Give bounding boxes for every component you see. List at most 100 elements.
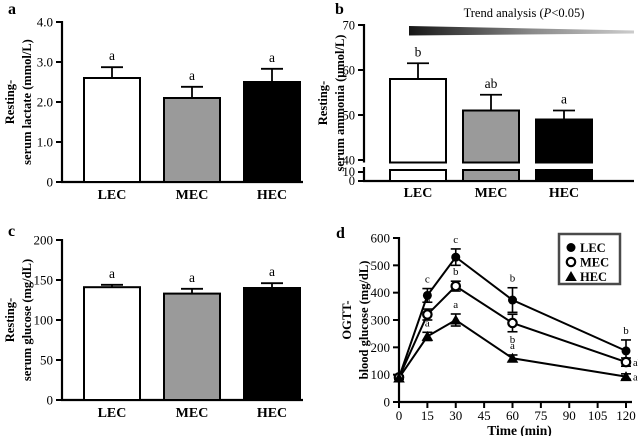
- y-tick-label: 0: [384, 395, 391, 410]
- x-tick-label: 120: [616, 408, 636, 423]
- bar-MEC: [163, 97, 221, 183]
- panel-d: d 0 100 200 300 400 500 600 0 15 30 45 60 75 90 105 120…: [319, 218, 638, 436]
- bar-LEC-lower: [389, 169, 447, 182]
- category-label: MEC: [176, 406, 209, 421]
- x-tick-label: 60: [506, 408, 519, 423]
- y-tick-label: 100: [371, 367, 391, 382]
- significance-label: a: [269, 264, 275, 279]
- panel-c: c 0 50 100 150 200 a LEC a MEC a HEC Resting-serum …: [0, 218, 319, 436]
- significance-label: ab: [485, 76, 498, 91]
- point-LEC: [422, 290, 432, 300]
- y-tick-label: 150: [34, 273, 54, 288]
- legend-marker-MEC: [565, 256, 577, 268]
- bar-HEC: [243, 287, 301, 401]
- resting-serum-lactate-bar-chart: 0 1.0 2.0 3.0 4.0 a LEC a MEC a HEC Resting-serum l…: [3, 15, 303, 203]
- point-HEC: [393, 372, 405, 383]
- y-tick-label: 2.0: [37, 95, 53, 110]
- trend-gradient-bar: [409, 26, 634, 36]
- y-tick-label: 0: [349, 174, 355, 188]
- bar-LEC: [83, 286, 141, 401]
- y-axis-title-line2: blood glucose (mg/dL): [357, 261, 371, 380]
- y-axis-title-line2: serum lactate (mmol/L): [20, 39, 34, 165]
- y-tick-label: 4.0: [37, 15, 53, 30]
- y-tick-label: 200: [371, 340, 391, 355]
- significance-label: b: [510, 273, 516, 285]
- y-axis-title-line1: Resting-: [316, 81, 330, 125]
- significance-label: a: [269, 50, 275, 65]
- significance-label: b: [425, 294, 431, 306]
- y-axis-title-line1: Resting-: [3, 298, 17, 342]
- legend-label-HEC: HEC: [580, 270, 607, 284]
- significance-label: a: [633, 373, 638, 384]
- y-tick-label: 400: [371, 285, 391, 300]
- point-MEC: [507, 317, 518, 329]
- legend-marker-HEC: [565, 271, 577, 281]
- point-MEC: [620, 356, 632, 368]
- significance-label: b: [415, 44, 422, 59]
- category-label: MEC: [475, 186, 508, 201]
- significance-label: a: [510, 340, 515, 352]
- point-HEC: [620, 371, 632, 382]
- x-tick-label: 90: [563, 408, 576, 423]
- legend-label-MEC: MEC: [580, 255, 609, 269]
- x-tick-label: 75: [534, 408, 547, 423]
- y-tick-label: 1.0: [37, 135, 53, 150]
- panel-a: a 0 1.0 2.0 3.0 4.0 a LEC a MEC a HEC Resting-serum…: [0, 0, 319, 218]
- point-HEC: [449, 314, 462, 325]
- significance-label: a: [561, 92, 567, 107]
- category-label: LEC: [404, 186, 433, 201]
- category-label: LEC: [98, 406, 127, 421]
- y-tick-label: 300: [371, 313, 391, 328]
- category-label: HEC: [549, 186, 579, 201]
- panel-letter-a: a: [8, 1, 16, 18]
- bar-LEC-upper: [389, 78, 447, 164]
- category-label: HEC: [257, 188, 287, 203]
- significance-label: c: [425, 274, 430, 286]
- y-tick-label: 100: [34, 313, 54, 328]
- category-label: HEC: [257, 406, 287, 421]
- legend-label-LEC: LEC: [580, 241, 606, 255]
- y-tick-label: 600: [371, 231, 391, 246]
- category-label: MEC: [176, 188, 209, 203]
- y-tick-label: 200: [34, 233, 54, 248]
- y-tick-label: 50: [40, 353, 53, 368]
- x-tick-label: 45: [478, 408, 491, 423]
- point-MEC: [422, 309, 433, 320]
- significance-label: a: [189, 68, 195, 83]
- x-tick-label: 0: [396, 408, 403, 423]
- y-axis-title-line2: serum ammonia (μmol/L): [333, 35, 347, 172]
- significance-label: a: [109, 266, 115, 281]
- y-axis-title-line1: OGTT-: [340, 300, 354, 339]
- point-LEC: [508, 295, 517, 305]
- y-tick-label: 10: [343, 165, 356, 179]
- ogtt-blood-glucose-line-chart: 0 100 200 300 400 500 600 0 15 30 45 60 75 90 105 120 c c…: [340, 231, 638, 436]
- y-tick-label: 70: [343, 19, 356, 33]
- bar-HEC: [243, 81, 301, 183]
- bar-HEC-lower: [535, 169, 593, 182]
- x-axis-title: Time (min): [487, 423, 552, 436]
- y-tick-label: 60: [343, 64, 356, 78]
- y-tick-label: 50: [343, 109, 356, 123]
- bar-HEC-upper: [535, 118, 593, 164]
- y-tick-label: 0: [47, 175, 54, 190]
- significance-label: b: [453, 266, 459, 278]
- y-tick-label: 40: [343, 154, 356, 168]
- x-tick-label: 30: [449, 408, 462, 423]
- significance-label: a: [453, 299, 458, 311]
- significance-label: ab: [633, 358, 638, 369]
- bar-MEC-lower: [462, 169, 520, 182]
- bar-MEC: [163, 292, 221, 401]
- y-tick-label: 500: [371, 258, 391, 273]
- significance-label: b: [623, 325, 629, 337]
- bar-MEC-upper: [462, 109, 520, 164]
- category-label: LEC: [98, 188, 127, 203]
- panel-letter-b: b: [335, 1, 344, 18]
- y-axis-title-line1: Resting-: [3, 80, 17, 124]
- point-HEC: [421, 330, 434, 341]
- legend-marker-LEC: [566, 243, 576, 252]
- point-LEC: [451, 252, 461, 262]
- panel-letter-d: d: [336, 225, 345, 242]
- point-HEC: [506, 352, 519, 363]
- significance-label: b: [510, 334, 516, 346]
